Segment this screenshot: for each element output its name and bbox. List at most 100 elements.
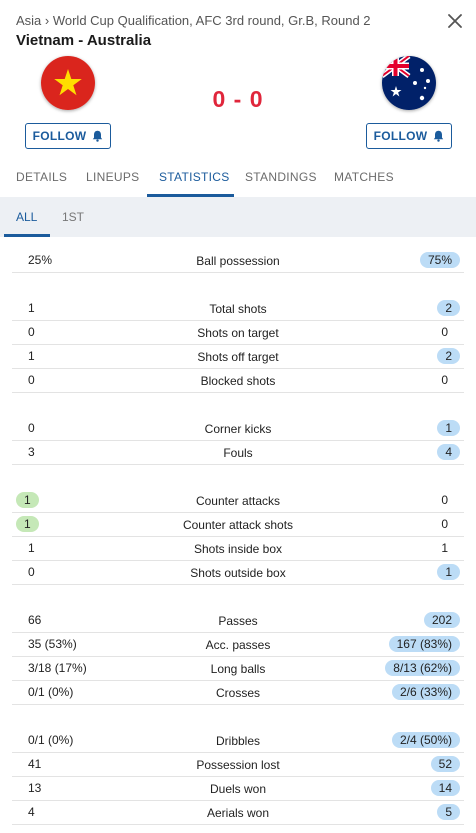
stat-label: Blocked shots	[200, 374, 276, 388]
stat-label: Aerials won	[206, 806, 270, 820]
stat-row: Dribbles 0/1 (0%) 2/4 (50%)	[12, 729, 464, 753]
stat-row: Blocked shots 0 0	[12, 369, 464, 393]
stat-away-value: 2/4 (50%)	[391, 732, 460, 748]
follow-away-button[interactable]: FOLLOW	[366, 123, 452, 149]
stat-label: Corner kicks	[204, 422, 272, 436]
stat-home-value: 1	[16, 516, 39, 532]
stat-label: Total shots	[209, 302, 267, 316]
stat-row: Long balls 3/18 (17%) 8/13 (62%)	[12, 657, 464, 681]
stat-home-value: 4	[28, 805, 35, 819]
tab-lineups[interactable]: LINEUPS	[86, 170, 140, 184]
stat-home-value: 1	[16, 492, 39, 508]
stat-away-value: 0	[441, 493, 448, 507]
stat-label: Shots on target	[197, 326, 279, 340]
stat-home-value: 3/18 (17%)	[28, 661, 87, 675]
subtab-1st[interactable]: 1ST	[62, 210, 85, 224]
stat-label: Acc. passes	[205, 638, 271, 652]
stat-away-value: 52	[430, 756, 460, 772]
stat-label: Long balls	[210, 662, 266, 676]
stat-away-value: 2	[437, 348, 460, 364]
stat-home-value: 1	[28, 301, 35, 315]
stat-label: Passes	[218, 614, 258, 628]
stat-row: Counter attack shots 1 0	[12, 513, 464, 537]
stat-row: Shots on target 0 0	[12, 321, 464, 345]
stat-home-value: 66	[28, 613, 42, 627]
match-score: 0 - 0	[212, 86, 264, 112]
stat-label: Fouls	[223, 446, 253, 460]
stat-home-value: 13	[28, 781, 42, 795]
stat-row: Total shots 1 2	[12, 297, 464, 321]
breadcrumb[interactable]: Asia › World Cup Qualification, AFC 3rd …	[16, 13, 371, 28]
stat-row: Possession lost 41 52	[12, 753, 464, 777]
stat-away-value: 1	[437, 420, 460, 436]
stat-away-value: 167 (83%)	[388, 636, 460, 652]
stat-row: Shots inside box 1 1	[12, 537, 464, 561]
stat-label: Counter attack shots	[182, 518, 294, 532]
australia-flag-icon[interactable]	[382, 56, 436, 110]
follow-home-label: FOLLOW	[32, 129, 87, 143]
stat-row: Counter attacks 1 0	[12, 489, 464, 513]
stat-home-value: 0/1 (0%)	[28, 733, 74, 747]
stat-away-value: 2	[437, 300, 460, 316]
close-icon[interactable]	[448, 14, 462, 28]
stat-away-value: 1	[441, 541, 448, 555]
stat-home-value: 0	[28, 373, 35, 387]
stat-row: Fouls 3 4	[12, 441, 464, 465]
stat-label: Shots outside box	[190, 566, 286, 580]
stat-home-value: 0	[28, 325, 35, 339]
stat-away-value: 0	[441, 373, 448, 387]
stat-label: Duels won	[209, 782, 267, 796]
stat-label: Shots inside box	[193, 542, 283, 556]
stat-row: Ball possession 25% 75%	[12, 249, 464, 273]
stat-row: Crosses 0/1 (0%) 2/6 (33%)	[12, 681, 464, 705]
tab-details[interactable]: DETAILS	[16, 170, 68, 184]
stat-row: Acc. passes 35 (53%) 167 (83%)	[12, 633, 464, 657]
stat-home-value: 41	[28, 757, 42, 771]
follow-away-label: FOLLOW	[373, 129, 428, 143]
stat-row: Duels won 13 14	[12, 777, 464, 801]
stat-away-value: 1	[437, 564, 460, 580]
tab-matches[interactable]: MATCHES	[334, 170, 394, 184]
stat-away-value: 5	[437, 804, 460, 820]
stat-away-value: 0	[441, 517, 448, 531]
stat-home-value: 1	[28, 541, 35, 555]
vietnam-flag-icon[interactable]	[41, 56, 95, 110]
stat-away-value: 4	[437, 444, 460, 460]
subtab-all[interactable]: ALL	[16, 210, 38, 224]
stat-row: Shots outside box 0 1	[12, 561, 464, 585]
match-header: Asia › World Cup Qualification, AFC 3rd …	[0, 0, 476, 197]
match-tabs: DETAILS LINEUPS STATISTICS STANDINGS MAT…	[0, 160, 476, 197]
stat-home-value: 3	[28, 445, 35, 459]
bell-icon	[92, 130, 103, 142]
stat-away-value: 0	[441, 325, 448, 339]
stat-label: Dribbles	[215, 734, 260, 748]
stat-home-value: 1	[28, 349, 35, 363]
stat-away-value: 202	[423, 612, 460, 628]
stat-row: Corner kicks 0 1	[12, 417, 464, 441]
match-title: Vietnam - Australia	[16, 32, 152, 49]
tab-statistics[interactable]: STATISTICS	[159, 170, 230, 184]
stat-away-value: 2/6 (33%)	[391, 684, 460, 700]
active-tab-indicator	[147, 194, 234, 197]
stat-label: Ball possession	[196, 254, 280, 268]
period-tabs: ALL 1ST	[0, 197, 476, 237]
stat-home-value: 25%	[28, 253, 53, 267]
stat-away-value: 75%	[419, 252, 460, 268]
stat-row: Aerials won 4 5	[12, 801, 464, 825]
active-subtab-indicator	[4, 234, 50, 237]
stat-label: Shots off target	[197, 350, 279, 364]
stat-away-value: 14	[430, 780, 460, 796]
follow-home-button[interactable]: FOLLOW	[25, 123, 111, 149]
stat-row: Shots off target 1 2	[12, 345, 464, 369]
stat-away-value: 8/13 (62%)	[385, 660, 460, 676]
stat-label: Crosses	[215, 686, 260, 700]
stat-home-value: 0	[28, 565, 35, 579]
stat-home-value: 0	[28, 421, 35, 435]
tab-standings[interactable]: STANDINGS	[245, 170, 317, 184]
stat-home-value: 0/1 (0%)	[28, 685, 74, 699]
stat-label: Counter attacks	[195, 494, 281, 508]
stat-home-value: 35 (53%)	[28, 637, 77, 651]
stat-row: Passes 66 202	[12, 609, 464, 633]
stat-label: Possession lost	[196, 758, 280, 772]
bell-icon	[433, 130, 444, 142]
